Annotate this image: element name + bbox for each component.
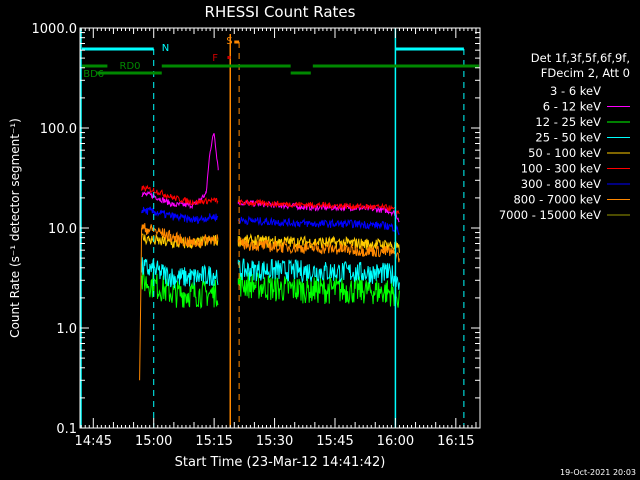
y-tick-label: 100.0 (40, 122, 77, 137)
legend-entry-label: 3 - 6 keV (550, 84, 601, 98)
x-tick-label: 15:45 (316, 434, 353, 449)
legend-entry-label: 25 - 50 keV (535, 131, 601, 145)
axis-layer: 0.1 1.0 10.0 100.0 1000.0 14:45 15:00 15:15 15:3… (32, 22, 481, 449)
annotation-label: N (162, 43, 169, 54)
legend-header-line-2: FDecim 2, Att 0 (541, 66, 630, 80)
legend: Det 1f,3f,5f,6f,9f, FDecim 2, Att 0 3 - … (499, 51, 630, 222)
legend-header-line-1: Det 1f,3f,5f,6f,9f, (531, 51, 630, 65)
legend-entry-label: 100 - 300 keV (521, 162, 601, 176)
legend-entry-label: 50 - 100 keV (528, 146, 601, 160)
footer-timestamp: 19-Oct-2021 20:03 (560, 468, 636, 477)
legend-entry-label: 6 - 12 keV (543, 100, 601, 114)
y-tick-label: 1000.0 (32, 22, 78, 37)
overlay-layer: N SF RD0 BD6 (80, 28, 479, 428)
series-line-3 (141, 257, 400, 290)
x-tick-label: 15:30 (256, 434, 293, 449)
y-axis-label: Count Rate (s⁻¹ detector segment⁻¹) (8, 118, 22, 338)
x-tick-label: 15:15 (195, 434, 232, 449)
legend-entry-label: 800 - 7000 keV (513, 193, 601, 207)
legend-entry-label: 300 - 800 keV (521, 177, 601, 191)
annotation-label: S (226, 36, 232, 47)
x-axis-label: Start Time (23-Mar-12 14:41:42) (175, 455, 386, 470)
x-tick-label: 16:00 (377, 434, 414, 449)
legend-entry-label: 12 - 25 keV (535, 115, 601, 129)
y-tick-label: 10.0 (48, 222, 77, 237)
x-tick-label: 16:15 (437, 434, 474, 449)
chart-title: RHESSI Count Rates (205, 3, 356, 21)
x-tick-label: 14:45 (75, 434, 112, 449)
y-tick-label: 0.1 (56, 422, 77, 437)
y-tick-label: 1.0 (56, 322, 77, 337)
flare-marker (227, 56, 231, 59)
series-line-6 (141, 206, 400, 236)
x-tick-label: 15:00 (135, 434, 172, 449)
legend-entry-label: 7000 - 15000 keV (499, 208, 601, 222)
annotation-label: BD6 (83, 69, 104, 80)
series-line-7 (139, 223, 400, 381)
annotation-label: RD0 (120, 61, 141, 72)
annotation-label: F (212, 53, 218, 64)
